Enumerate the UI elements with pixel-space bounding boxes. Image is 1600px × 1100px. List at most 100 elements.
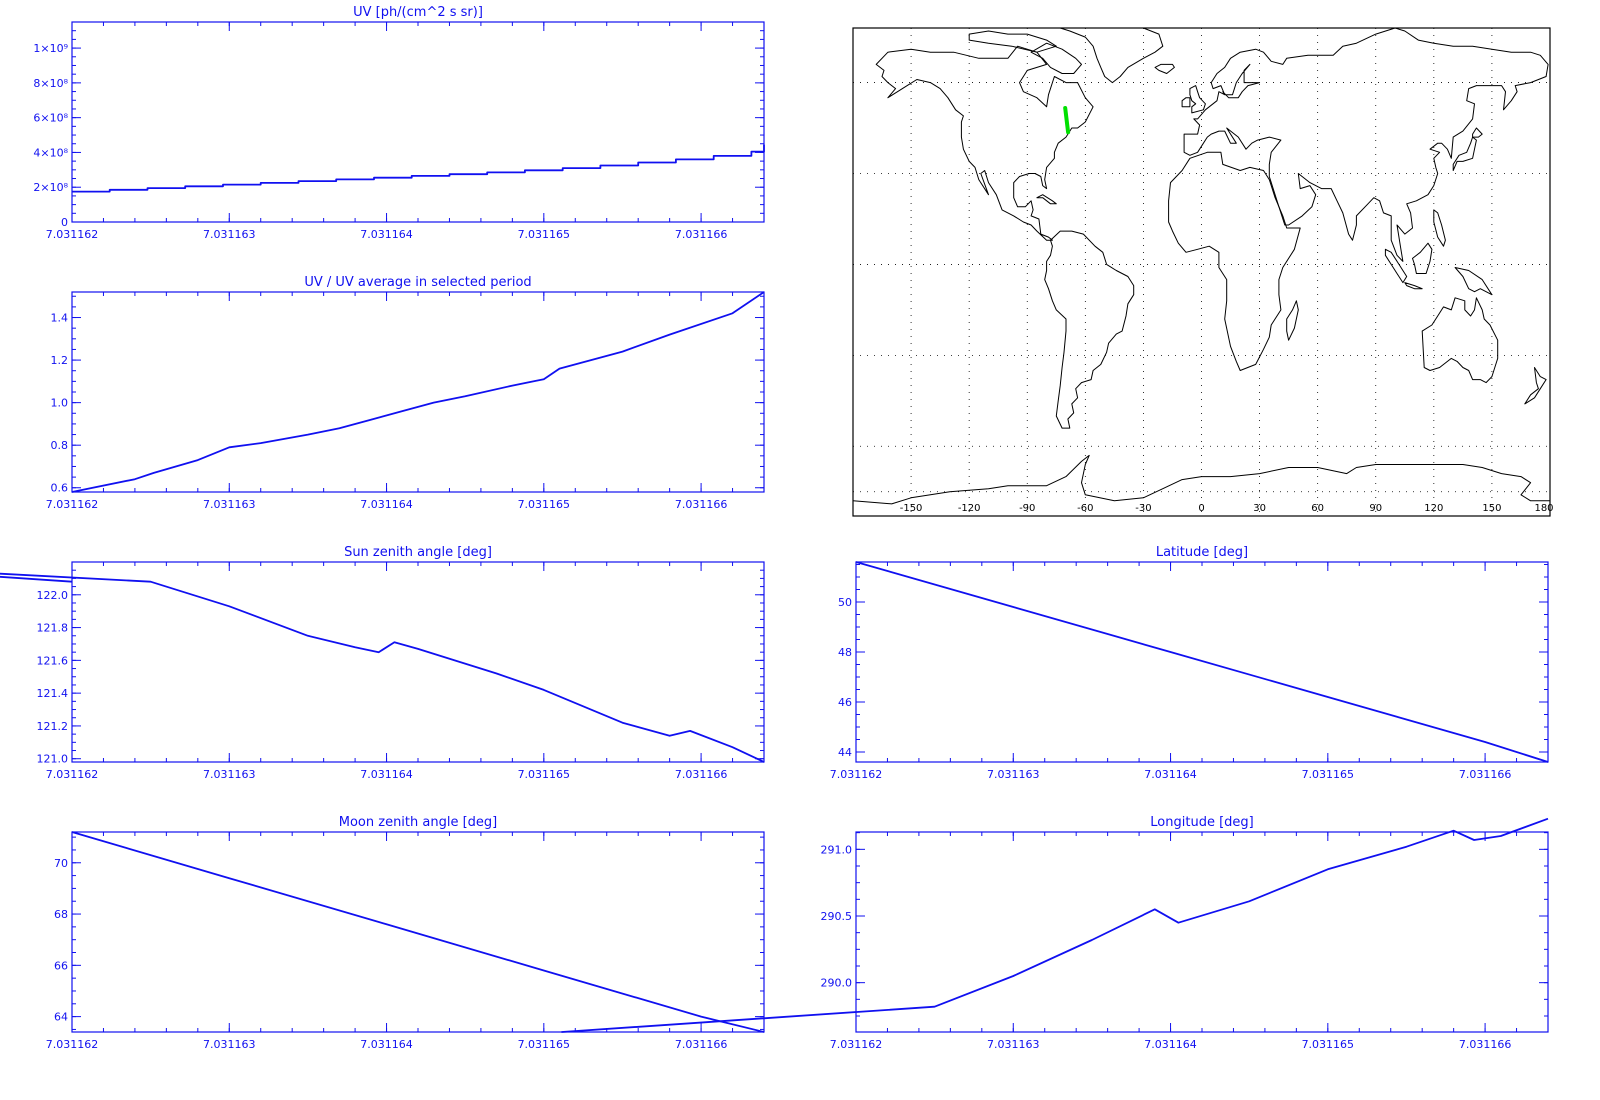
uv-x-tick-label: 7.031162 xyxy=(46,228,99,241)
moon-zenith-series-line xyxy=(71,831,765,1033)
latitude-y-tick-label: 44 xyxy=(838,746,852,759)
uv-y-tick-label: 8×10⁸ xyxy=(33,77,68,90)
latitude-series-line xyxy=(855,561,1549,763)
uv-ratio-x-tick-label: 7.031163 xyxy=(203,498,256,511)
uv-ratio-y-tick-label: 1.0 xyxy=(51,397,69,410)
uv-ratio-plot-frame xyxy=(71,291,765,493)
uv-ratio-title: UV / UV average in selected period xyxy=(304,275,531,290)
longitude-x-tick-label: 7.031162 xyxy=(830,1038,883,1051)
sun-zenith-y-tick-label: 121.0 xyxy=(37,753,69,766)
coastline-australia xyxy=(1421,297,1499,384)
moon-zenith-y-tick-label: 70 xyxy=(54,857,68,870)
coastline-sumatra xyxy=(1384,248,1408,284)
longitude-x-tick-label: 7.031163 xyxy=(987,1038,1040,1051)
world-map: -150 -120 -90 -60 -30 0 30 60 90 120 150 180 xyxy=(852,27,1554,517)
panel-moon-zenith: Moon zenith angle [deg] 7.031162 7.031163… xyxy=(46,815,765,1051)
ground-track xyxy=(1063,106,1071,135)
map-lon-label: -150 xyxy=(900,503,923,514)
sun-zenith-x-tick-label: 7.031166 xyxy=(675,768,728,781)
panel-sun-zenith: Sun zenith angle [deg] 7.031162 7.031163 7… xyxy=(0,545,765,781)
map-lon-label: 180 xyxy=(1534,503,1553,514)
map-lon-label: -60 xyxy=(1077,503,1093,514)
moon-zenith-y-tick-label: 68 xyxy=(54,908,68,921)
moon-zenith-x-tick-label: 7.031162 xyxy=(46,1038,99,1051)
latitude-x-tick-label: 7.031164 xyxy=(1144,768,1197,781)
coastline-north-america xyxy=(875,45,1094,241)
uv-series-line xyxy=(72,144,765,193)
panel-uv: UV [ph/(cm^2 s sr)] 7.031162 7.031163 7.03… xyxy=(33,5,765,241)
uv-ratio-x-tick-label: 7.031166 xyxy=(675,498,728,511)
longitude-y-tick-label: 290.0 xyxy=(821,977,853,990)
latitude-x-tick-label: 7.031166 xyxy=(1459,768,1512,781)
coastline-antarctica xyxy=(852,454,1550,505)
sun-zenith-x-tick-label: 7.031164 xyxy=(360,768,413,781)
coastline-new-zealand xyxy=(1524,367,1547,405)
latitude-y-tick-label: 50 xyxy=(838,596,852,609)
sun-zenith-series-line xyxy=(0,572,765,763)
uv-ratio-y-tick-label: 1.2 xyxy=(51,354,69,367)
longitude-y-tick-label: 290.5 xyxy=(821,910,853,923)
map-lon-label: 90 xyxy=(1369,503,1382,514)
coastline-new-guinea xyxy=(1454,267,1493,296)
coastline-hokkaido xyxy=(1472,127,1483,138)
longitude-x-tick-label: 7.031166 xyxy=(1459,1038,1512,1051)
coastline-madagascar xyxy=(1286,300,1299,341)
sun-zenith-y-tick-label: 121.8 xyxy=(37,622,69,635)
uv-y-tick-label: 0 xyxy=(61,216,68,229)
map-lon-label: 60 xyxy=(1311,503,1324,514)
moon-zenith-x-tick-label: 7.031165 xyxy=(518,1038,571,1051)
sun-zenith-y-tick-label: 121.6 xyxy=(37,654,69,667)
longitude-title: Longitude [deg] xyxy=(1150,815,1253,830)
latitude-y-tick-label: 46 xyxy=(838,696,852,709)
uv-title: UV [ph/(cm^2 s sr)] xyxy=(353,5,483,20)
longitude-series-line xyxy=(561,817,1549,1033)
sun-zenith-y-tick-label: 121.4 xyxy=(37,687,69,700)
uv-ratio-y-tick-label: 0.8 xyxy=(51,439,69,452)
latitude-y-tick-label: 48 xyxy=(838,646,852,659)
panel-latitude: Latitude [deg] 7.031162 7.031163 7.031164 7… xyxy=(830,545,1549,781)
sun-zenith-x-tick-label: 7.031165 xyxy=(518,768,571,781)
longitude-x-tick-label: 7.031165 xyxy=(1302,1038,1355,1051)
uv-ratio-y-tick-label: 1.4 xyxy=(51,312,69,325)
sun-zenith-x-tick-label: 7.031162 xyxy=(46,768,99,781)
latitude-x-tick-label: 7.031163 xyxy=(987,768,1040,781)
coastline-canadian-islands xyxy=(968,30,1057,53)
sun-zenith-y-tick-label: 122.0 xyxy=(37,589,69,602)
moon-zenith-x-tick-label: 7.031166 xyxy=(675,1038,728,1051)
coastline-java xyxy=(1404,282,1423,290)
uv-x-tick-label: 7.031166 xyxy=(675,228,728,241)
sun-zenith-title: Sun zenith angle [deg] xyxy=(344,545,492,560)
coastline-cuba xyxy=(1036,194,1057,205)
sun-zenith-plot-frame xyxy=(71,561,765,763)
coastline-greenland xyxy=(1059,27,1164,84)
coastline-iceland xyxy=(1154,63,1175,74)
sun-zenith-x-tick-label: 7.031163 xyxy=(203,768,256,781)
map-lon-label: 0 xyxy=(1198,503,1204,514)
uv-x-tick-label: 7.031163 xyxy=(203,228,256,241)
uv-ratio-x-tick-label: 7.031165 xyxy=(518,498,571,511)
uv-ratio-series-line xyxy=(71,291,765,493)
map-lon-label: -120 xyxy=(958,503,981,514)
coastline-south-america xyxy=(1044,230,1135,429)
uv-ratio-y-tick-label: 0.6 xyxy=(51,482,69,495)
latitude-title: Latitude [deg] xyxy=(1156,545,1248,560)
coastline-borneo xyxy=(1412,242,1433,274)
coastline-japan xyxy=(1452,136,1477,171)
coastline-uk xyxy=(1189,85,1206,114)
panel-uv-ratio: UV / UV average in selected period 7.031… xyxy=(46,275,765,511)
longitude-y-tick-label: 291.0 xyxy=(821,843,853,856)
map-lon-label: 150 xyxy=(1482,503,1501,514)
moon-zenith-y-tick-label: 64 xyxy=(54,1011,68,1024)
map-lon-label: -90 xyxy=(1019,503,1035,514)
coastline-ireland xyxy=(1181,97,1191,108)
map-frame xyxy=(852,27,1551,517)
latitude-x-tick-label: 7.031165 xyxy=(1302,768,1355,781)
uv-x-tick-label: 7.031164 xyxy=(360,228,413,241)
map-lon-label: 30 xyxy=(1253,503,1266,514)
uv-x-tick-label: 7.031165 xyxy=(518,228,571,241)
map-lon-label: -30 xyxy=(1135,503,1151,514)
longitude-plot-frame xyxy=(855,831,1549,1033)
coastline-africa xyxy=(1168,151,1301,371)
uv-y-tick-label: 2×10⁸ xyxy=(33,181,68,194)
